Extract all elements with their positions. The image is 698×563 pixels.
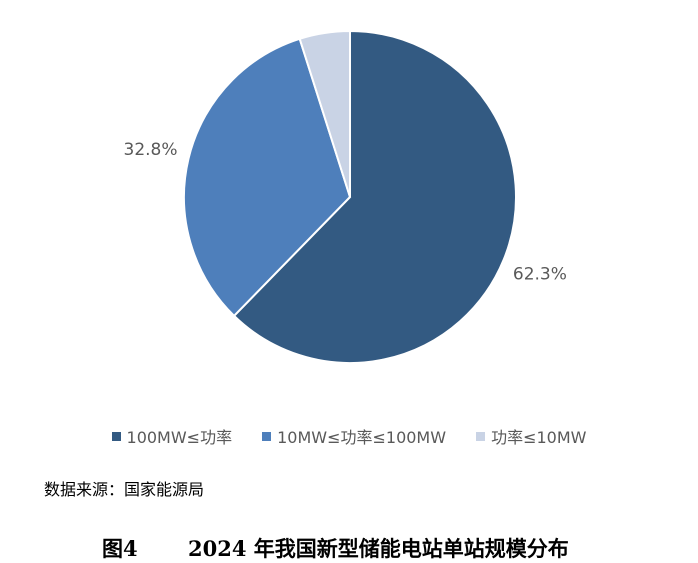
data-label-medium: 32.8% (124, 140, 178, 160)
legend-swatch-medium (262, 431, 272, 441)
figure-title: 2024 年我国新型储能电站单站规模分布 (188, 536, 569, 561)
pie-slice-large (232, 29, 517, 364)
pie-slice-medium (183, 37, 352, 318)
legend-swatch-large (111, 431, 121, 441)
data-label-large: 62.3% (513, 264, 567, 284)
data-label-small: 4.9% (297, 0, 340, 4)
source-note: 数据来源：国家能源局 (44, 480, 205, 499)
legend: 100MW≤功率 10MW≤功率≤100MW 功率≤10MW (0, 424, 698, 448)
pie-slice-small (298, 29, 351, 198)
legend-label-small: 功率≤10MW (491, 428, 587, 447)
legend-item-medium: 10MW≤功率≤100MW (262, 424, 446, 448)
pie-chart: 62.3% 32.8% 4.9% (124, 0, 567, 364)
legend-swatch-small (476, 431, 486, 441)
legend-label-medium: 10MW≤功率≤100MW (277, 428, 447, 447)
legend-label-large: 100MW≤功率 (126, 428, 233, 447)
legend-item-small: 功率≤10MW (476, 424, 586, 448)
legend-item-large: 100MW≤功率 (111, 424, 233, 448)
figure-number: 图4 (102, 536, 138, 561)
